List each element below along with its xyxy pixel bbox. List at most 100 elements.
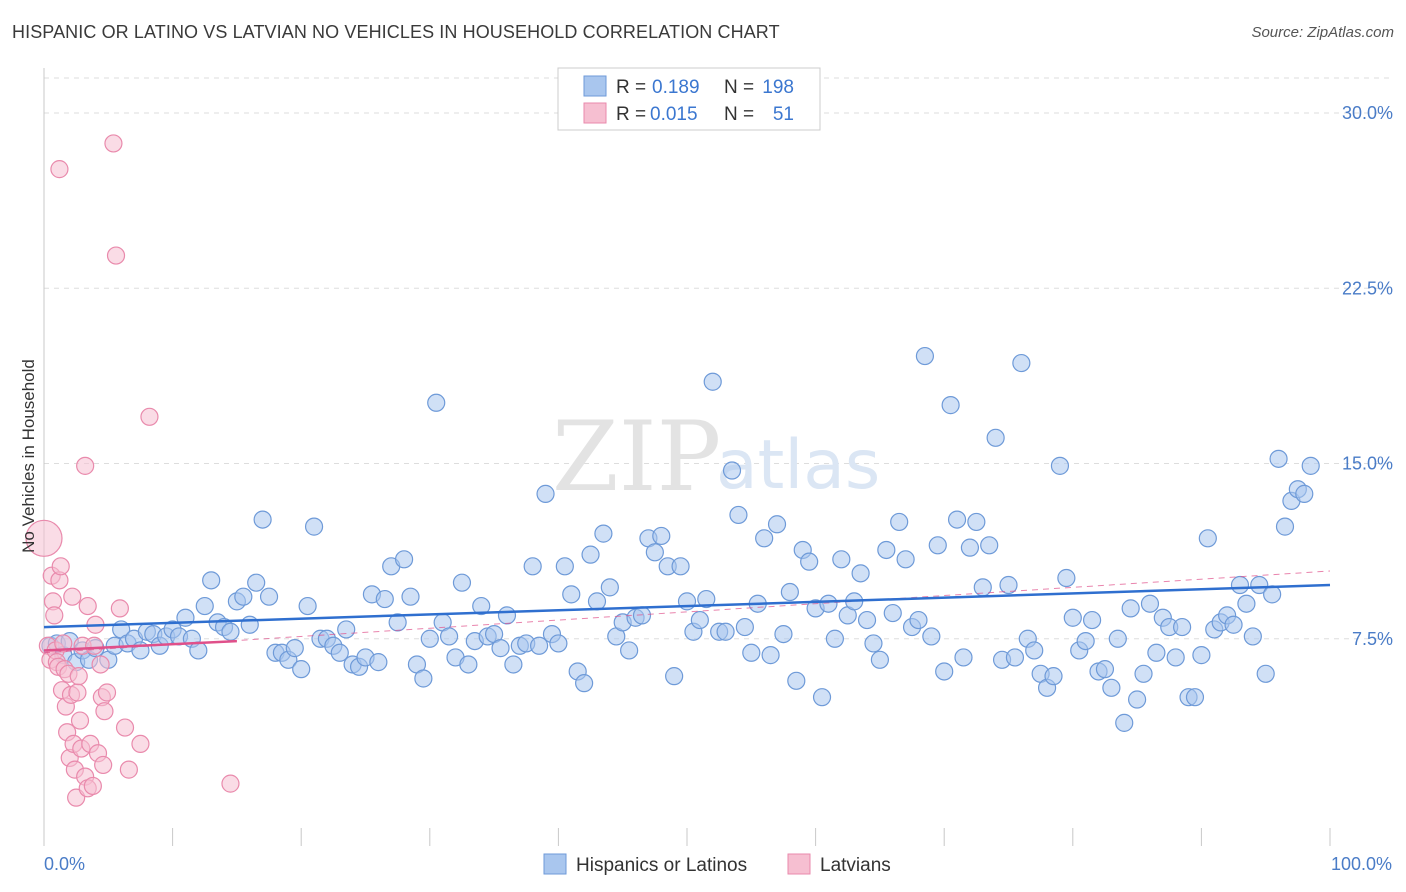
hispanic-point bbox=[774, 624, 793, 644]
latvian-point bbox=[140, 407, 159, 426]
hispanic-point bbox=[722, 461, 742, 480]
y-tick-label: 15.0% bbox=[1342, 454, 1393, 474]
hispanic-point bbox=[195, 596, 214, 616]
latvian-point bbox=[70, 711, 90, 730]
hispanic-point bbox=[600, 578, 619, 597]
watermark: ZIP atlas bbox=[552, 401, 880, 513]
hispanic-point bbox=[1275, 517, 1295, 536]
latvian-point bbox=[50, 160, 69, 179]
hispanic-point bbox=[780, 582, 799, 602]
latvian-point bbox=[76, 456, 95, 475]
hispanic-point bbox=[1295, 484, 1314, 503]
hispanic-point bbox=[819, 594, 838, 613]
hispanic-point bbox=[420, 629, 439, 648]
hispanic-point bbox=[491, 639, 510, 658]
hispanic-point bbox=[1115, 713, 1134, 732]
hispanic-point bbox=[1250, 575, 1269, 595]
legend-n-value-1: 198 bbox=[762, 77, 794, 98]
hispanic-point bbox=[240, 615, 259, 634]
hispanic-point bbox=[369, 653, 388, 672]
latvian-point bbox=[106, 246, 126, 265]
hispanic-point bbox=[1263, 585, 1282, 604]
hispanic-point bbox=[1050, 456, 1070, 475]
hispanic-point bbox=[812, 688, 832, 707]
hispanic-point bbox=[742, 643, 761, 662]
latvian-point bbox=[104, 134, 123, 153]
hispanic-point bbox=[1095, 660, 1115, 679]
hispanic-point bbox=[1192, 646, 1211, 665]
latvian-point bbox=[63, 587, 82, 606]
hispanic-point bbox=[1185, 688, 1205, 707]
hispanic-point bbox=[1082, 610, 1102, 630]
hispanic-point bbox=[755, 529, 774, 548]
hispanic-point bbox=[247, 573, 266, 592]
hispanic-point bbox=[697, 589, 716, 609]
latvian-point bbox=[85, 636, 104, 655]
trend-layer bbox=[43, 570, 1331, 654]
hispanic-point bbox=[221, 622, 240, 641]
hispanic-point bbox=[1012, 353, 1031, 373]
hispanic-point bbox=[986, 428, 1005, 447]
hispanic-point bbox=[292, 660, 311, 679]
hispanic-point bbox=[767, 515, 787, 534]
hispanic-point bbox=[555, 557, 574, 576]
latvian-point bbox=[69, 667, 88, 686]
hispanic-point bbox=[632, 606, 652, 625]
hispanic-point bbox=[1127, 690, 1147, 709]
hispanic-point bbox=[1269, 449, 1288, 468]
axis-layer: 7.5% 15.0% 22.5% 30.0% 0.0% 100.0% bbox=[43, 68, 1393, 874]
hispanic-point bbox=[587, 592, 607, 611]
hispanic-point bbox=[1140, 594, 1160, 613]
hispanic-point bbox=[1102, 678, 1121, 697]
hispanic-point bbox=[298, 596, 317, 616]
hispanic-point bbox=[504, 655, 523, 674]
hispanic-point bbox=[1134, 664, 1153, 683]
bottom-legend-label-hispanics: Hispanics or Latinos bbox=[576, 855, 747, 876]
legend-r-value-1: 0.189 bbox=[652, 77, 700, 98]
y-axis-label: No Vehicles in Household bbox=[19, 359, 38, 553]
hispanic-point bbox=[883, 603, 902, 623]
bottom-legend-swatch-blue bbox=[543, 853, 567, 875]
hispanic-point bbox=[915, 346, 935, 366]
legend-r-label-2: R = bbox=[616, 104, 646, 125]
hispanic-point bbox=[439, 627, 459, 646]
latvian-point bbox=[119, 760, 138, 779]
hispanic-point bbox=[941, 396, 960, 415]
hispanic-point bbox=[330, 643, 349, 662]
hispanic-point bbox=[690, 610, 709, 630]
hispanic-point bbox=[523, 557, 542, 576]
hispanic-point bbox=[800, 552, 819, 571]
hispanic-point bbox=[1076, 631, 1095, 651]
hispanic-point bbox=[671, 557, 690, 576]
legend-swatch-blue bbox=[583, 75, 607, 97]
hispanic-point bbox=[787, 671, 806, 690]
hispanic-point bbox=[1243, 627, 1262, 646]
hispanic-point bbox=[645, 543, 664, 562]
hispanic-point bbox=[1063, 608, 1082, 627]
hispanic-point bbox=[999, 575, 1018, 595]
hispanic-point bbox=[1108, 629, 1127, 648]
hispanic-point bbox=[735, 617, 754, 637]
hispanic-point bbox=[922, 627, 941, 646]
hispanic-point bbox=[761, 646, 780, 665]
latvian-point bbox=[68, 683, 87, 702]
hispanic-point bbox=[581, 545, 600, 564]
hispanic-point bbox=[877, 540, 896, 560]
latvian-point bbox=[83, 776, 102, 796]
hispanic-point bbox=[1173, 617, 1192, 637]
hispanic-point bbox=[253, 510, 272, 529]
hispanic-point bbox=[562, 585, 581, 604]
hispanic-point bbox=[259, 587, 279, 606]
y-tick-label: 22.5% bbox=[1342, 278, 1393, 298]
hispanic-point bbox=[1147, 643, 1166, 662]
series-latvians-points bbox=[25, 134, 240, 807]
watermark-atlas: atlas bbox=[716, 426, 880, 505]
bottom-legend-swatch-pink bbox=[787, 853, 811, 875]
hispanic-point bbox=[594, 524, 613, 543]
legend-n-value-2: 51 bbox=[773, 104, 794, 125]
hispanic-point bbox=[536, 484, 555, 503]
latvian-point bbox=[91, 655, 110, 674]
hispanic-point bbox=[703, 372, 722, 391]
hispanic-point bbox=[909, 610, 928, 630]
hispanic-point bbox=[665, 667, 684, 686]
